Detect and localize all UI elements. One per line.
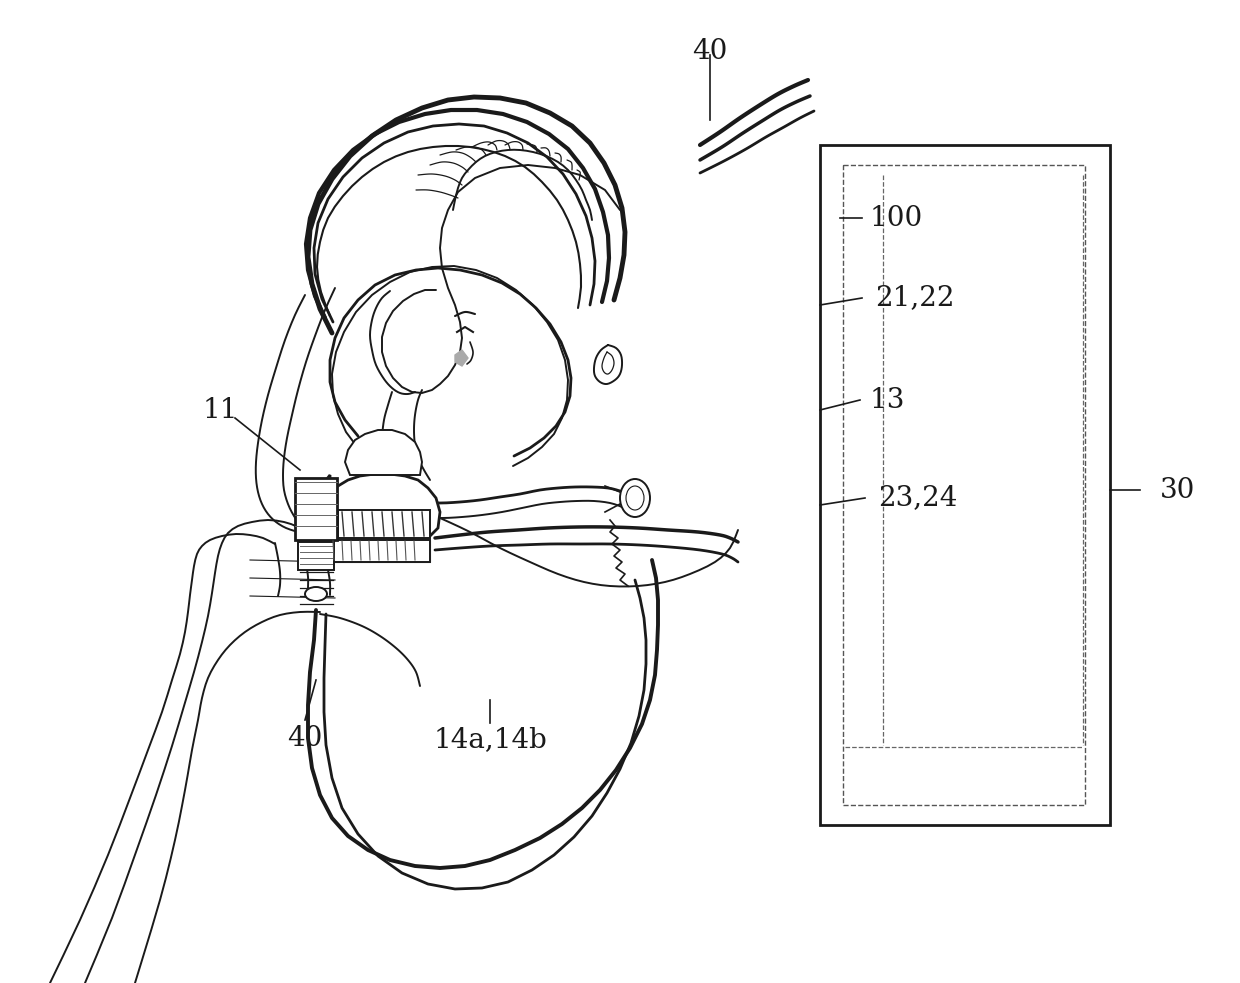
Text: 13: 13 xyxy=(870,386,905,414)
Ellipse shape xyxy=(305,587,327,601)
Polygon shape xyxy=(346,430,420,475)
Polygon shape xyxy=(330,540,430,562)
Bar xyxy=(330,540,430,562)
Ellipse shape xyxy=(620,479,650,517)
Text: 30: 30 xyxy=(1159,477,1195,503)
Polygon shape xyxy=(455,350,467,366)
Polygon shape xyxy=(339,510,430,538)
Text: 23,24: 23,24 xyxy=(878,485,957,511)
Text: 40: 40 xyxy=(288,724,322,751)
Text: 21,22: 21,22 xyxy=(875,284,955,312)
Text: 14a,14b: 14a,14b xyxy=(433,726,547,754)
Bar xyxy=(295,478,337,540)
Bar xyxy=(298,542,334,570)
Polygon shape xyxy=(317,474,440,538)
Text: 11: 11 xyxy=(202,396,238,424)
Text: 40: 40 xyxy=(692,38,728,65)
Text: 100: 100 xyxy=(870,204,924,232)
Polygon shape xyxy=(345,430,422,475)
Bar xyxy=(820,145,1110,825)
Bar xyxy=(843,165,1085,805)
Polygon shape xyxy=(295,478,337,540)
Bar xyxy=(339,510,430,538)
